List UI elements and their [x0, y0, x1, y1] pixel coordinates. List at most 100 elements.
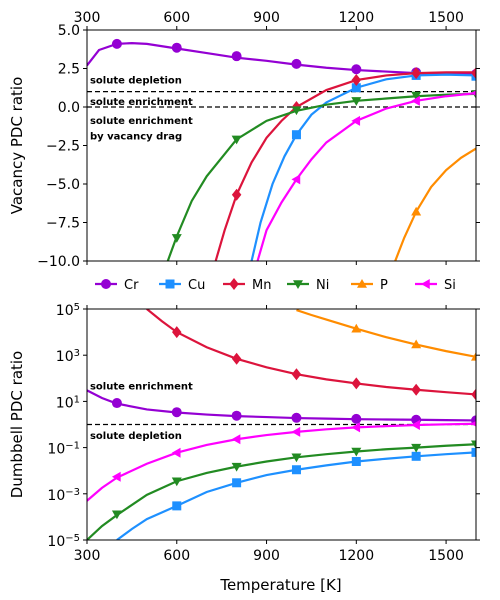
top-marker-cr-400 [111, 38, 122, 49]
bottom-marker-mn-1400 [411, 383, 421, 396]
legend-label-cu: Cu [188, 278, 205, 293]
bottom-panel: solute enrichment solute depletion 300 600 9… [8, 302, 480, 564]
top-marker-ni-1000 [291, 106, 302, 116]
bottom-marker-mn-1600 [471, 388, 476, 401]
bottom-marker-si-800 [231, 434, 241, 445]
top-marker-p-1400 [411, 206, 422, 216]
top-marker-cr-1000 [291, 58, 302, 69]
bottom-marker-cu-800 [232, 478, 242, 488]
top-marker-ni-800 [231, 135, 242, 145]
bottom-line-p [296, 309, 476, 358]
top-marker-cr-600 [171, 42, 182, 53]
bottom-xtick-label: 900 [253, 548, 280, 564]
bottom-axes-frame [86, 308, 477, 541]
bottom-line-cu [116, 451, 476, 540]
bottom-marker-cu-1400 [411, 451, 421, 461]
bottom-ytick-label: 10−1 [47, 440, 80, 458]
bottom-marker-mn-800 [231, 352, 242, 365]
top-marker-ni-1400 [411, 91, 422, 101]
top-xtick-label: 300 [74, 10, 101, 26]
top-marker-cr-1200 [351, 64, 362, 75]
bottom-y-axis-label: Dumbbell PDC ratio [8, 351, 26, 498]
bottom-line-cr [87, 389, 476, 422]
bottom-marker-si-1200 [351, 422, 361, 433]
bottom-marker-p-1400 [411, 339, 422, 349]
bottom-marker-cr-1200 [351, 413, 362, 424]
legend-marker-si [421, 279, 430, 289]
top-line-si [256, 92, 476, 261]
bottom-marker-cu-1200 [351, 457, 361, 467]
top-line-p [394, 147, 476, 261]
bottom-marker-si-1000 [291, 426, 301, 437]
bottom-line-si [87, 422, 476, 502]
legend-marker-ni [293, 280, 303, 289]
top-series-group [87, 38, 476, 261]
bottom-marker-p-1200 [351, 323, 362, 333]
top-marker-si-1400 [411, 95, 420, 106]
top-axes-frame [86, 29, 477, 262]
top-ytick-label: −10.0 [37, 254, 80, 270]
bottom-xtick-label: 300 [74, 548, 101, 564]
bottom-ytick-label: 103 [56, 348, 80, 366]
bottom-marker-cu-600 [172, 501, 182, 511]
bottom-marker-ni-1200 [351, 447, 362, 457]
top-line-cu [250, 73, 476, 261]
top-xtick-label: 1500 [428, 10, 464, 26]
bottom-series-group [87, 309, 476, 540]
legend-label-cr: Cr [124, 278, 139, 293]
top-ytick-label: 2.5 [58, 62, 80, 78]
legend: Cr Cu Mn Ni P Si [95, 278, 456, 293]
bottom-marker-si-400 [111, 471, 121, 482]
top-annotation-3: by vacancy drag [90, 131, 182, 142]
legend-label-si: Si [444, 278, 456, 293]
bottom-marker-ni-1600 [471, 440, 476, 450]
top-line-mn [214, 71, 476, 261]
bottom-marker-ni-1000 [291, 453, 302, 463]
bottom-annotation-1: solute depletion [90, 431, 182, 442]
legend-label-p: P [380, 278, 388, 293]
legend-marker-cr [101, 279, 111, 289]
bottom-marker-cr-600 [171, 407, 182, 418]
x-axis-label: Temperature [K] [219, 576, 341, 594]
legend-label-mn: Mn [252, 278, 271, 293]
top-xtick-label: 900 [253, 10, 280, 26]
top-ytick-label: 5.0 [58, 23, 80, 39]
top-marker-si-1000 [291, 174, 301, 185]
top-marker-ni-600 [171, 234, 182, 243]
bottom-marker-cr-400 [111, 398, 122, 409]
top-annotation-1: solute enrichment [90, 97, 193, 108]
top-marker-mn-1400 [411, 67, 421, 80]
top-marker-mn-800 [231, 188, 242, 201]
top-marker-mn-1600 [471, 67, 476, 80]
bottom-marker-cr-1000 [291, 412, 302, 423]
bottom-marker-cu-1000 [291, 465, 301, 475]
top-ytick-label: −5.0 [46, 177, 80, 193]
top-ytick-label: −7.5 [46, 216, 80, 232]
bottom-line-mn [146, 309, 476, 396]
bottom-marker-ni-600 [171, 477, 182, 487]
bottom-xtick-label: 1200 [338, 548, 374, 564]
bottom-xtick-label: 600 [163, 548, 190, 564]
legend-marker-mn [229, 278, 239, 290]
top-marker-cu-1000 [291, 130, 301, 140]
bottom-marker-cu-1600 [471, 447, 476, 457]
bottom-ytick-label: 10−3 [47, 486, 80, 504]
bottom-ytick-label: 101 [56, 394, 80, 412]
bottom-marker-ni-800 [231, 462, 242, 472]
bottom-marker-cr-800 [231, 410, 242, 421]
bottom-marker-si-600 [171, 447, 181, 458]
top-marker-si-1200 [351, 115, 361, 126]
bottom-line-ni [87, 443, 476, 540]
legend-marker-cu [165, 279, 175, 289]
top-marker-mn-1200 [351, 74, 362, 87]
legend-label-ni: Ni [316, 278, 329, 293]
top-panel: solute depletion solute enrichment solute … [8, 10, 480, 270]
top-marker-ni-1200 [351, 97, 362, 106]
top-xtick-label: 600 [163, 10, 190, 26]
top-y-axis-label: Vacancy PDC ratio [8, 77, 26, 215]
bottom-marker-p-1600 [471, 351, 476, 361]
bottom-ytick-label: 105 [56, 302, 80, 320]
bottom-ytick-label: 10−5 [47, 533, 80, 551]
top-line-cr [87, 41, 476, 76]
